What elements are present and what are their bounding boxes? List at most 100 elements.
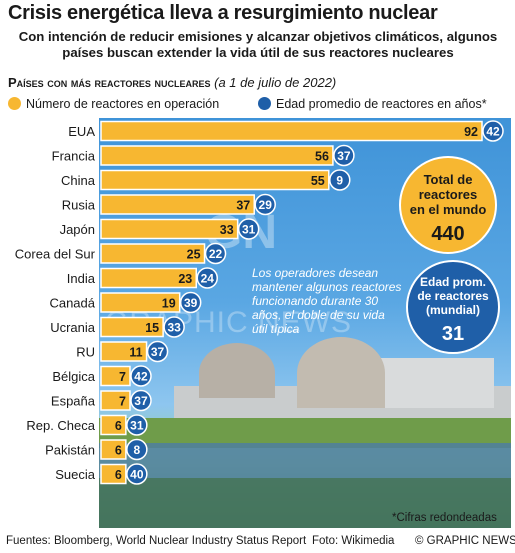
bar-value-espana: 7 — [119, 395, 126, 409]
category-label-belgica: Bélgica — [52, 369, 95, 384]
category-label-canada: Canadá — [49, 296, 95, 311]
world-average-age-label: Edad prom. de reactores (mundial) — [417, 275, 489, 317]
legend-swatch-age — [258, 97, 271, 110]
bar-value-ucrania: 15 — [145, 321, 159, 335]
age-circle-pakistan — [126, 438, 148, 461]
category-label-corea-del-sur: Corea del Sur — [15, 247, 96, 262]
background-scene — [99, 337, 511, 528]
sources: Fuentes: Bloomberg, World Nuclear Indust… — [6, 535, 307, 547]
bar-value-ru: 11 — [129, 346, 142, 360]
age-circle-belgica — [130, 365, 152, 387]
bar-value-india: 23 — [178, 272, 192, 286]
legend-item-age: Edad promedio de reactores en años* — [258, 97, 487, 111]
bar-suecia — [100, 463, 127, 485]
category-label-india: India — [67, 271, 96, 286]
world-average-age-value: 31 — [442, 323, 464, 345]
category-label-japon: Japón — [60, 222, 95, 237]
age-value-rusia: 29 — [259, 198, 273, 212]
age-value-ucrania: 33 — [167, 321, 181, 335]
category-labels: EUA Francia China Rusia Japón Corea del Sur In… — [15, 124, 96, 482]
bar-value-japon: 33 — [220, 223, 234, 237]
legend-label-reactors: Número de reactores en operación — [26, 97, 220, 111]
section-heading-label: Países con más reactores nucleares — [8, 75, 211, 90]
age-value-china: 9 — [336, 174, 343, 188]
category-label-francia: Francia — [52, 149, 96, 164]
bar-value-china: 55 — [311, 174, 325, 188]
bars — [100, 120, 483, 485]
age-value-japon: 31 — [242, 223, 256, 237]
age-circle-rusia — [254, 193, 276, 216]
age-circle-eua — [482, 120, 504, 142]
legend: Número de reactores en operación Edad pr… — [8, 97, 513, 115]
bar-ru — [100, 341, 148, 362]
bar-rusia — [100, 194, 255, 215]
total-reactors-value: 440 — [431, 223, 464, 245]
age-circle-canada — [179, 291, 202, 314]
age-value-francia: 37 — [337, 149, 351, 163]
total-reactors-label: Total de reactores en el mundo — [410, 172, 487, 217]
annotation-note: Los operadores desean mantener algunos r… — [252, 266, 402, 336]
age-circle-francia — [333, 144, 355, 167]
category-label-pakistan: Pakistán — [45, 443, 95, 458]
section-heading-date: (a 1 de julio de 2022) — [214, 75, 337, 90]
age-value-corea-del-sur: 22 — [209, 247, 223, 261]
category-label-rusia: Rusia — [62, 198, 96, 213]
age-value-eua: 42 — [486, 125, 500, 139]
category-label-china: China — [61, 173, 96, 188]
bar-value-canada: 19 — [162, 297, 176, 311]
category-label-ucrania: Ucrania — [50, 320, 96, 335]
bar-belgica — [100, 365, 131, 387]
chart-subtitle: Con intención de reducir emisiones y alc… — [18, 29, 498, 60]
category-label-suecia: Suecia — [55, 467, 96, 482]
plant-building-right — [374, 358, 494, 408]
age-circle-espana — [130, 389, 152, 412]
bar-value-corea-del-sur: 25 — [187, 248, 201, 262]
bar-value-belgica: 7 — [119, 370, 126, 384]
chart-title: Crisis energética lleva a resurgimiento … — [8, 2, 438, 24]
age-value-suecia: 40 — [130, 468, 144, 482]
age-value-ru: 37 — [151, 345, 165, 359]
bar-rep-checa — [100, 414, 127, 436]
bar-china — [100, 169, 330, 191]
age-value-belgica: 42 — [134, 370, 148, 384]
legend-label-age: Edad promedio de reactores en años* — [276, 97, 487, 111]
footnote: *Cifras redondeadas — [392, 512, 497, 524]
age-value-rep-checa: 31 — [130, 419, 144, 433]
bar-value-suecia: 6 — [115, 468, 122, 482]
age-circle-india — [196, 267, 218, 289]
total-reactors-circle — [399, 156, 497, 254]
category-label-rep-checa: Rep. Checa — [26, 418, 95, 433]
category-label-espana: España — [51, 394, 96, 409]
bar-canada — [100, 292, 181, 313]
reactor-dome-right — [297, 337, 385, 408]
world-average-age-badge: Edad prom. de reactores (mundial) 31 — [406, 260, 500, 354]
total-reactors-badge: Total de reactores en el mundo 440 — [399, 156, 497, 254]
bar-francia — [100, 145, 334, 166]
age-value-pakistan: 8 — [134, 443, 141, 457]
section-heading: Países con más reactores nucleares (a 1 … — [8, 75, 336, 90]
bar-eua — [100, 120, 483, 142]
age-circle-china — [329, 169, 351, 191]
age-circle-ucrania — [163, 316, 185, 338]
foreground-green — [99, 478, 511, 528]
age-circle-suecia — [126, 463, 148, 485]
bar-value-pakistan: 6 — [115, 444, 122, 458]
world-average-age-circle — [406, 260, 500, 354]
age-value-canada: 39 — [184, 296, 198, 310]
bar-value-eua: 92 — [464, 125, 478, 139]
category-label-eua: EUA — [68, 124, 95, 139]
bar-ucrania — [100, 316, 164, 338]
bar-value-francia: 56 — [315, 150, 329, 164]
reactor-dome-left — [199, 343, 275, 398]
copyright: © GRAPHIC NEWS — [415, 535, 515, 547]
age-circle-corea-del-sur — [204, 242, 227, 265]
age-circle-rep-checa — [126, 414, 148, 436]
legend-swatch-reactors — [8, 97, 21, 110]
bar-value-rep-checa: 6 — [115, 419, 122, 433]
bar-pakistan — [100, 439, 127, 460]
age-value-india: 24 — [201, 272, 215, 286]
category-label-ru: RU — [76, 345, 95, 360]
